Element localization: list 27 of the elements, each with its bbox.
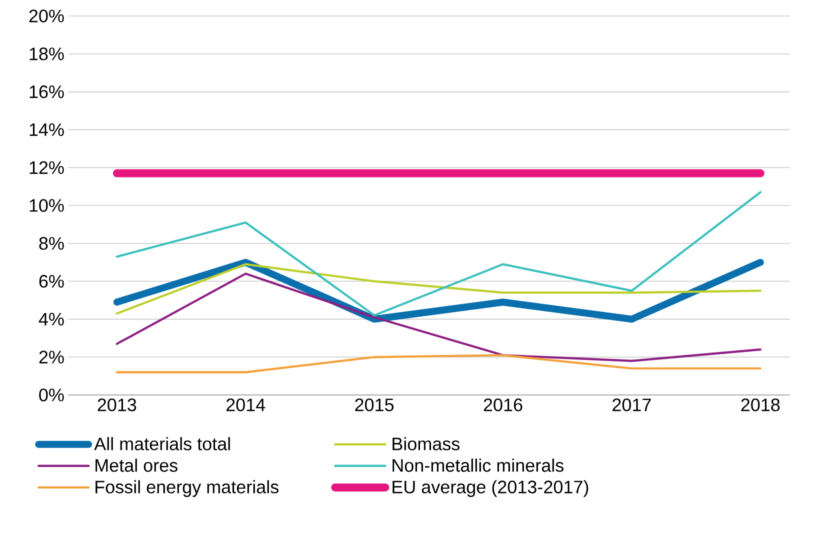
y-tick-label: 0%: [39, 388, 64, 402]
y-tick-label: 4%: [38, 312, 64, 326]
legend-label: Biomass: [392, 437, 460, 450]
line-series: [116, 354, 762, 374]
y-tick-label: 16%: [30, 85, 64, 98]
y-tick-label: 20%: [29, 10, 64, 22]
x-tick-label: 2018: [741, 398, 780, 412]
y-tick-label: 2%: [39, 350, 64, 364]
line-series: [116, 272, 762, 362]
line-series: [116, 191, 762, 316]
legend-label: Metal ores: [96, 458, 178, 472]
legend-label: All materials total: [94, 437, 230, 450]
y-tick-label: 14%: [30, 123, 64, 136]
x-tick-label: 2014: [226, 398, 266, 412]
y-tick-label: 10%: [30, 199, 64, 212]
y-tick-label: 12%: [30, 161, 64, 174]
line-series: [116, 263, 762, 315]
y-tick-label: 8%: [39, 237, 64, 250]
x-tick-label: 2016: [484, 398, 522, 412]
legend-label: Non-metallic minerals: [392, 458, 564, 472]
x-tick-label: 2017: [612, 398, 651, 412]
x-tick-label: 2015: [355, 398, 394, 412]
y-tick-label: 6%: [39, 274, 64, 288]
legend-label: Fossil energy materials: [96, 480, 278, 497]
legend-label: EU average (2013-2017): [392, 480, 588, 497]
x-tick-label: 2013: [98, 398, 136, 412]
y-tick-label: 18%: [30, 48, 64, 60]
